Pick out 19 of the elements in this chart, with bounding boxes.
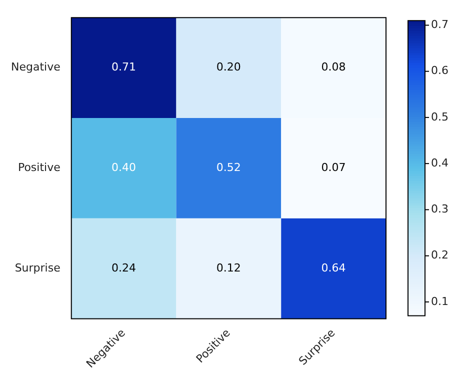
- y-tick-label: Positive: [18, 161, 61, 174]
- data-label: 0.24: [112, 261, 136, 274]
- color-bar-label: 0.7: [431, 18, 448, 32]
- data-label: 0.64: [321, 261, 346, 274]
- data-label: 0.07: [321, 161, 346, 174]
- data-label: 0.08: [321, 60, 346, 74]
- data-label: 0.20: [216, 60, 241, 74]
- data-label: 0.40: [112, 161, 136, 174]
- color-bar-label: 0.5: [431, 110, 448, 124]
- color-bar-label: 0.6: [431, 64, 448, 78]
- color-bar-label: 0.4: [431, 156, 448, 170]
- y-tick-label: Negative: [10, 60, 61, 74]
- data-label: 0.12: [216, 261, 241, 274]
- y-tick-label: Surprise: [14, 261, 61, 274]
- color-bar-label: 0.1: [431, 294, 448, 308]
- color-bar-label: 0.2: [431, 248, 448, 262]
- data-label: 0.71: [112, 60, 136, 74]
- data-label: 0.52: [216, 161, 241, 174]
- color-bar-label: 0.3: [431, 202, 448, 216]
